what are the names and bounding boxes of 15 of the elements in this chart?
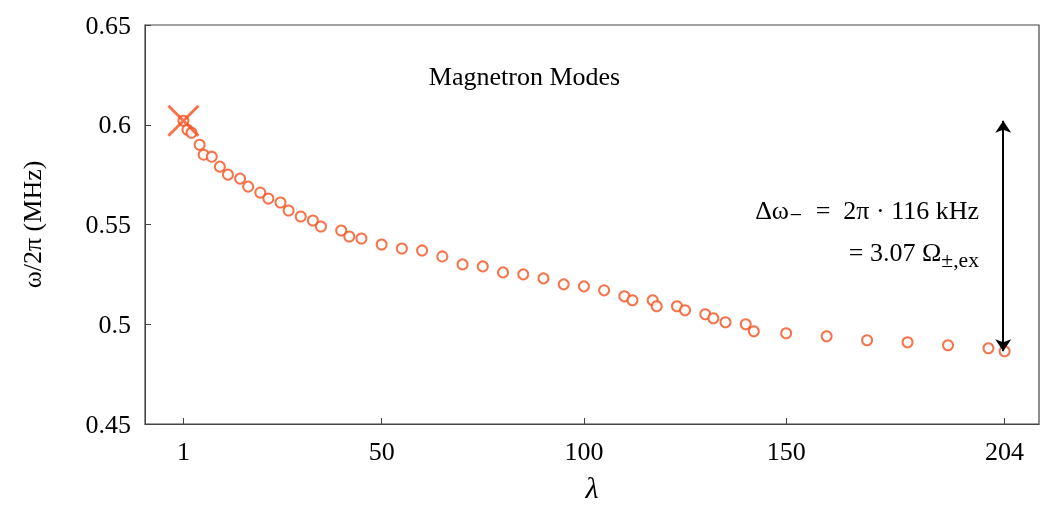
annotation: = 3.07 Ω$_{±,ex}$	[847, 237, 979, 275]
x-tick-label: 50	[368, 436, 395, 466]
x-tick-label: 150	[766, 436, 806, 466]
x-tick-label: 1	[176, 436, 190, 466]
x-axis-title: λ	[584, 470, 599, 504]
x-tick-label: 100	[564, 436, 604, 466]
y-axis-title: ω/2π (MHz)	[17, 160, 47, 289]
annotation: Δω₋ = 2π · 116 kHz	[755, 195, 979, 227]
y-tick-label: 0.6	[98, 110, 131, 140]
y-tick-label: 0.45	[85, 409, 131, 439]
y-tick-label: 0.5	[98, 309, 131, 339]
y-tick-label: 0.55	[85, 210, 131, 239]
y-tick-label: 0.65	[85, 10, 131, 40]
x-tick-label: 204	[985, 436, 1025, 466]
text: Magnetron Modes	[428, 61, 621, 91]
